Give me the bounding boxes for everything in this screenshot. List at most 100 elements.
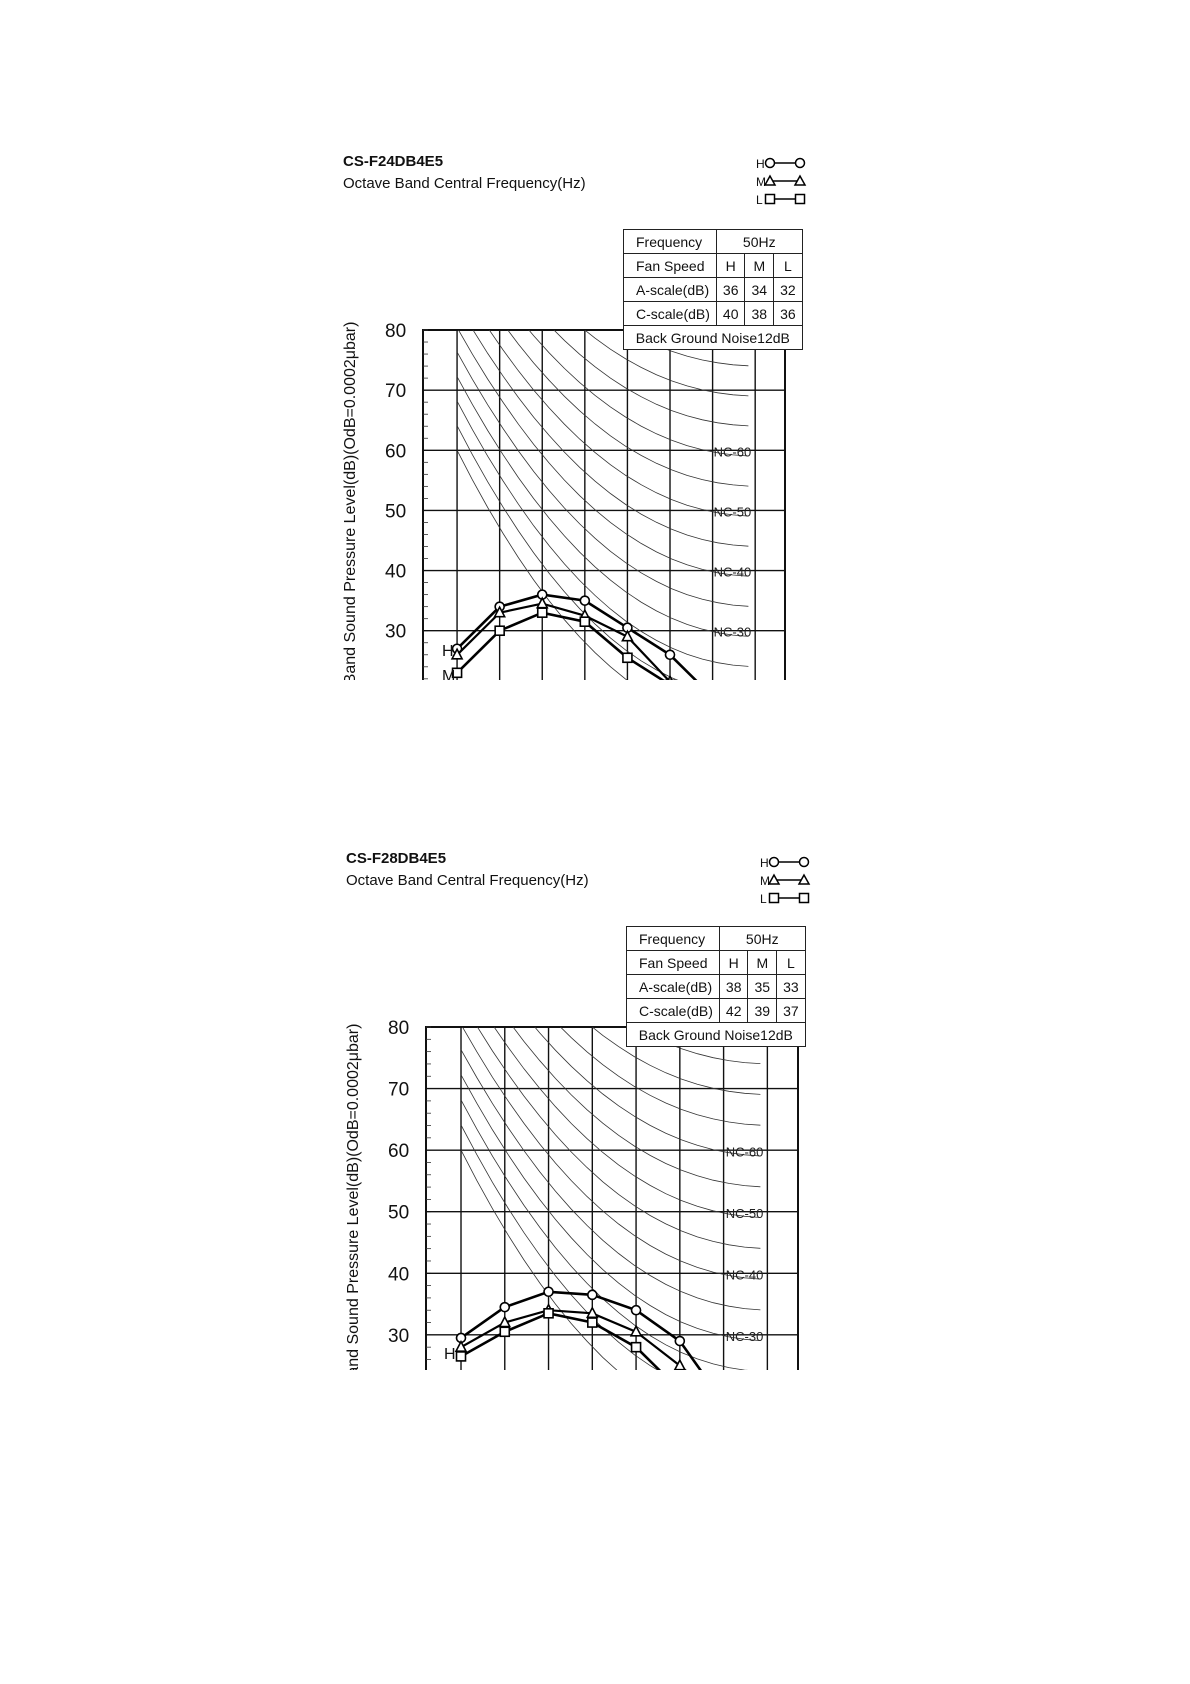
data-point [629,1324,643,1337]
nc-curve [456,376,749,637]
speed-l: L [776,950,806,975]
nc-curve [584,330,749,397]
side-label: H [442,643,454,660]
data-point [543,1286,554,1298]
nc-label: NC-50 [726,1206,764,1221]
y-tick-label: 30 [385,622,406,643]
y-tick-label: 80 [385,321,406,342]
c-scale-m: 38 [744,301,775,326]
chart-svg: 1020304050607080631252505001000200040008… [342,157,807,680]
data-point [543,1308,554,1319]
c-scale-label: C-scale(dB) [623,301,717,326]
chart-panel-1: CS-F24DB4E5 Octave Band Central Frequenc… [0,0,1190,680]
series-h [455,1286,703,1370]
data-point [455,1351,467,1362]
nc-label: NC-30 [726,1329,764,1344]
nc-curve [633,1027,761,1064]
speed-m: M [747,950,778,975]
nc-curve [528,330,749,457]
a-scale-h: 36 [715,277,746,302]
nc-label: NC-40 [726,1267,764,1282]
spec-table: Frequency 50Hz Fan Speed H M L A-scale(d… [626,926,806,1047]
chart-panel-2: CS-F28DB4E5 Octave Band Central Frequenc… [0,690,1190,1370]
nc-curves [456,330,749,680]
y-axis-label: Octave Band Sound Pressure Level(dB)(OdB… [345,1024,362,1370]
background-noise: Back Ground Noise12dB [623,325,803,350]
data-point [622,652,633,664]
speed-l: L [773,253,803,278]
nc-label: NC-30 [714,625,752,640]
nc-curve [460,1149,618,1370]
c-scale-h: 42 [718,998,749,1023]
side-label: H [444,1346,456,1363]
legend-marker [764,193,776,205]
y-tick-label: 60 [385,441,406,462]
frequency-value: 50Hz [718,926,806,951]
nc-curve [507,330,749,487]
chart-subtitle: Octave Band Central Frequency(Hz) [343,175,586,192]
data-point [494,625,505,637]
y-tick-label: 70 [388,1080,409,1101]
c-scale-l: 36 [773,301,803,326]
nc-curve [591,1027,761,1095]
plot-frame [422,329,786,680]
data-point [450,647,464,660]
y-tick-label: 40 [388,1264,409,1285]
legend-marker [797,873,811,885]
nc-curve [456,401,749,667]
data-point [493,605,506,618]
data-point [451,667,463,679]
series-line [456,611,665,680]
legend-marker [768,892,780,904]
nc-curve [559,1027,761,1126]
legend-marker [767,873,781,885]
data-point [536,607,548,618]
legend-key: L [760,892,767,906]
nc-curve [460,1099,749,1370]
frequency-value: 50Hz [715,229,803,254]
legend-key: M [760,874,770,888]
data-point [499,1326,511,1338]
series-m [450,596,673,680]
data-point [630,1341,642,1353]
y-tick-label: 50 [388,1203,409,1224]
series-line [460,1309,687,1370]
speed-m: M [744,253,775,278]
side-label: M [442,668,455,680]
chart-subtitle: Octave Band Central Frequency(Hz) [346,872,589,889]
frequency-label: Frequency [623,229,717,254]
series-l [451,607,676,680]
chart-title: CS-F28DB4E5 [346,850,447,867]
chart-svg: 1020304050607080631252505001000200040008… [345,856,811,1370]
series-line [460,1290,703,1370]
nc-curve [456,450,628,680]
nc-label: NC-40 [714,565,752,580]
data-point [579,616,591,627]
chart-title: CS-F24DB4E5 [343,153,444,170]
legend-marker [768,856,780,868]
series-line [456,593,698,680]
c-scale-h: 40 [715,301,746,326]
legend-marker [794,193,806,205]
data-point [621,629,634,642]
y-tick-label: 40 [385,562,406,583]
nc-curve [460,1124,659,1370]
legend-key: H [760,856,769,870]
legend-marker [798,892,810,904]
y-axis-label: Octave Band Sound Pressure Level(dB)(OdB… [342,322,359,680]
nc-curve [461,1027,761,1280]
nc-curve [476,1027,761,1249]
c-scale-label: C-scale(dB) [626,998,720,1023]
data-point [579,595,591,606]
series-line [456,602,670,680]
a-scale-label: A-scale(dB) [626,974,720,999]
a-scale-l: 32 [773,277,803,302]
c-scale-m: 39 [747,998,778,1023]
nc-curve [488,330,749,517]
series-m [454,1303,687,1370]
a-scale-label: A-scale(dB) [623,277,717,302]
nc-curve [460,1074,761,1341]
nc-curve [493,1027,761,1218]
y-tick-label: 30 [388,1326,409,1347]
series-line [460,1311,662,1370]
